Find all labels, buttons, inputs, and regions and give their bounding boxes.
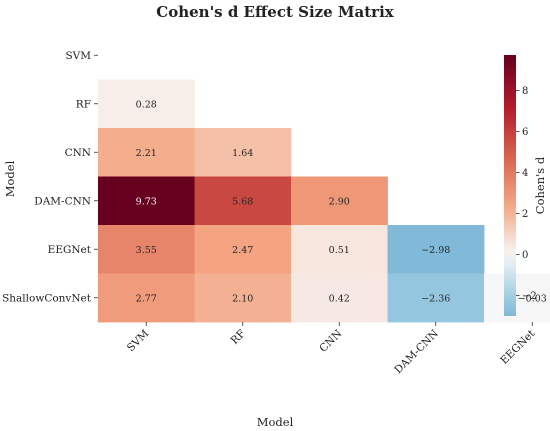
heatmap-cell bbox=[194, 273, 292, 323]
y-tick-label: EEGNet bbox=[48, 244, 92, 256]
colorbar-label: Cohen's d bbox=[533, 156, 547, 214]
y-tick-label: SVM bbox=[65, 50, 91, 62]
colorbar-gradient bbox=[504, 55, 516, 316]
y-tick-label: DAM-CNN bbox=[34, 195, 91, 207]
cell-value-label: 3.55 bbox=[136, 245, 157, 256]
colorbar-tick-label: 4 bbox=[522, 168, 528, 179]
heatmap-cell bbox=[98, 273, 195, 323]
y-tick-label: ShallowConvNet bbox=[2, 292, 92, 304]
cell-value-label: 2.10 bbox=[232, 293, 253, 304]
cell-value-label: 0.28 bbox=[136, 99, 157, 110]
colorbar: −2 0 2 4 6 8 Cohen's d bbox=[504, 55, 547, 316]
heatmap-cell bbox=[98, 128, 195, 177]
x-tick-label: RF bbox=[229, 328, 248, 347]
heatmap-cell bbox=[291, 225, 388, 274]
x-tick-label: EEGNet bbox=[498, 327, 538, 367]
cell-value-label: 5.68 bbox=[232, 196, 253, 207]
cell-value-label: 2.21 bbox=[136, 148, 157, 159]
cell-value-label: 2.77 bbox=[136, 293, 157, 304]
cell-value-label: −0.03 bbox=[518, 293, 547, 304]
heatmap-cell bbox=[98, 225, 195, 274]
y-tick-label: CNN bbox=[65, 147, 91, 159]
heatmap-cells: 0.28 2.21 1.64 9.73 5.68 2.90 3.55 2.47 0.51 −2.9… bbox=[98, 79, 550, 323]
x-tick-label: DAM-CNN bbox=[392, 328, 441, 377]
y-axis: SVM RF CNN DAM-CNN EEGNet ShallowConvNet bbox=[2, 50, 98, 304]
heatmap-cell bbox=[291, 273, 388, 323]
x-tick-label: SVM bbox=[125, 327, 152, 354]
heatmap-cell bbox=[194, 225, 292, 274]
heatmap-cell bbox=[387, 273, 485, 323]
cell-value-label: −2.36 bbox=[421, 293, 450, 304]
colorbar-tick-label: −2 bbox=[522, 291, 537, 302]
colorbar-tick-label: 8 bbox=[522, 86, 528, 97]
chart-title: Cohen's d Effect Size Matrix bbox=[156, 3, 395, 21]
y-tick-label: RF bbox=[76, 98, 91, 110]
cell-value-label: 2.90 bbox=[329, 196, 350, 207]
cell-value-label: 2.47 bbox=[232, 245, 253, 256]
heatmap-cell bbox=[194, 176, 292, 226]
heatmap-cell bbox=[98, 176, 195, 226]
y-axis-label: Model bbox=[3, 160, 17, 197]
cell-value-label: 9.73 bbox=[136, 196, 157, 207]
x-axis-label: Model bbox=[257, 415, 294, 429]
colorbar-tick-label: 6 bbox=[522, 127, 528, 138]
colorbar-tick-label: 2 bbox=[522, 209, 528, 220]
cell-value-label: −2.98 bbox=[421, 245, 450, 256]
heatmap-cell bbox=[291, 176, 388, 226]
heatmap-cell bbox=[194, 128, 292, 177]
cell-value-label: 0.51 bbox=[329, 245, 350, 256]
cell-value-label: 1.64 bbox=[232, 148, 253, 159]
cell-value-label: 0.42 bbox=[329, 293, 350, 304]
x-tick-label: CNN bbox=[317, 328, 344, 355]
colorbar-tick-label: 0 bbox=[522, 250, 528, 261]
heatmap-cell bbox=[98, 79, 195, 129]
heatmap-cell bbox=[387, 225, 485, 274]
heatmap-cell bbox=[484, 273, 550, 323]
